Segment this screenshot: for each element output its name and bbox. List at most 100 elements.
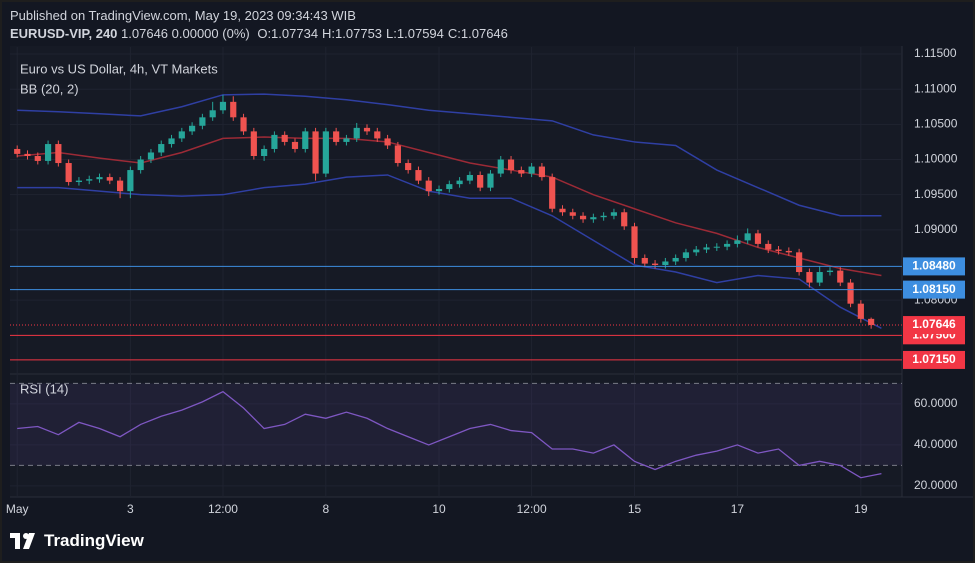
- x-tick-label: 19: [854, 502, 868, 516]
- candle-body: [857, 303, 864, 319]
- level-label-box: [903, 257, 965, 276]
- y-tick-label: 40.0000: [914, 437, 958, 451]
- pane-title: RSI (14): [20, 381, 68, 396]
- candle-body: [75, 180, 83, 183]
- candle-body: [775, 249, 782, 251]
- y-tick-label: 1.11500: [914, 46, 957, 60]
- candle-body: [569, 212, 576, 216]
- candle-body: [240, 117, 247, 132]
- y-tick-label: 20.0000: [914, 478, 958, 492]
- candle-body: [261, 148, 268, 156]
- candle-body: [816, 272, 823, 283]
- symbol: EURUSD-VIP, 240: [10, 26, 118, 41]
- candle-body: [65, 163, 72, 183]
- candle-body: [693, 249, 700, 253]
- level-label: 1.08150: [912, 282, 956, 296]
- ohlc: O:1.07734: [257, 26, 319, 41]
- plot-background: [10, 46, 902, 497]
- candle-body: [631, 226, 638, 258]
- candle-body: [528, 166, 535, 174]
- candle-body: [415, 170, 422, 181]
- candle-body: [353, 127, 360, 139]
- candle-body: [796, 252, 803, 273]
- candle-body: [662, 261, 669, 265]
- y-tick-label: 1.11000: [914, 81, 957, 95]
- x-tick-label: 17: [731, 502, 745, 516]
- logo-text: TradingView: [44, 531, 144, 550]
- x-tick-label: 15: [628, 502, 642, 516]
- candle-body: [363, 127, 371, 132]
- candle-body: [302, 131, 309, 149]
- candle-body: [806, 272, 813, 283]
- candle-body: [744, 233, 751, 241]
- indicator-name: BB (20, 2): [20, 81, 79, 96]
- candle-body: [600, 215, 607, 218]
- candle-body: [651, 263, 659, 265]
- candle-body: [497, 159, 504, 174]
- candle-body: [384, 138, 391, 146]
- candle-body: [189, 125, 196, 132]
- candle-body: [724, 243, 731, 247]
- candle-body: [34, 156, 41, 161]
- candle-body: [168, 138, 175, 145]
- candle-body: [55, 144, 62, 164]
- candle-body: [394, 145, 401, 164]
- candle-body: [590, 217, 597, 220]
- candle-body: [507, 159, 515, 171]
- candle-body: [641, 257, 648, 264]
- candle-body: [374, 131, 381, 139]
- candle-body: [754, 233, 762, 244]
- candle-body: [137, 159, 144, 171]
- ohlc: H:1.07753: [322, 26, 383, 41]
- candle-body: [281, 134, 288, 142]
- candle-body: [621, 212, 628, 227]
- y-tick-label: 60.0000: [914, 396, 958, 410]
- candle-body: [291, 141, 299, 149]
- candle-body: [250, 131, 257, 156]
- ohlc: C:1.07646: [447, 26, 508, 41]
- last-price-box: [903, 316, 965, 335]
- candle-body: [456, 180, 463, 185]
- level-label: 1.07150: [912, 352, 956, 366]
- y-tick-label: 1.09000: [914, 222, 958, 236]
- candle-body: [847, 282, 854, 304]
- candle-body: [487, 173, 494, 188]
- candle-body: [147, 152, 155, 160]
- candle-body: [549, 177, 556, 209]
- candle-body: [86, 179, 93, 181]
- candle-body: [734, 240, 741, 244]
- candle-body: [106, 177, 113, 181]
- candle-body: [837, 270, 844, 283]
- x-tick-label: May: [6, 502, 29, 516]
- candle-body: [703, 247, 710, 250]
- candle-body: [672, 257, 679, 262]
- candle-body: [116, 180, 124, 192]
- candle-body: [127, 170, 134, 192]
- bb-line: [17, 174, 882, 329]
- candle-body: [477, 174, 484, 188]
- rsi-line: [17, 390, 882, 479]
- candle-body: [785, 250, 792, 253]
- candle-body: [579, 215, 587, 220]
- level-band: [10, 383, 902, 466]
- candle-body: [219, 101, 227, 111]
- candle-body: [209, 110, 216, 118]
- candle-body: [425, 180, 432, 192]
- candle-body: [199, 117, 206, 126]
- candle-body: [343, 138, 350, 142]
- ohlc: L:1.07594: [386, 26, 444, 41]
- y-tick-label: 1.10500: [914, 117, 958, 131]
- level-label-box: [903, 280, 965, 299]
- candle-body: [271, 134, 278, 149]
- candle-body: [435, 189, 443, 192]
- candle-body: [158, 144, 165, 153]
- pane-title: Euro vs US Dollar, 4h, VT Markets: [20, 61, 218, 76]
- candle-body: [312, 131, 319, 174]
- candle-body: [518, 170, 525, 174]
- y-tick-label: 1.09500: [914, 187, 958, 201]
- logo: TradingView: [10, 531, 144, 551]
- candle-body: [446, 184, 453, 190]
- candle-body: [826, 270, 834, 273]
- candle-body: [538, 166, 545, 178]
